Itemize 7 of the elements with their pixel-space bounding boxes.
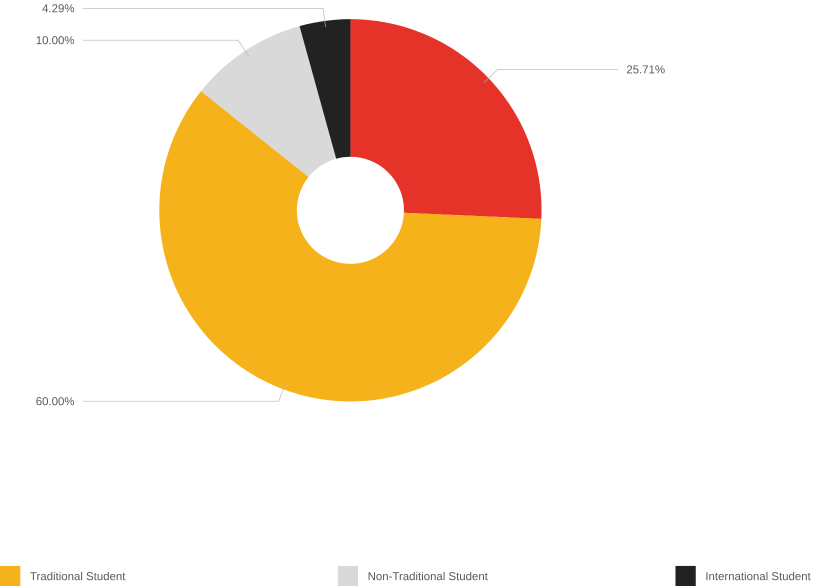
data-label: 4.29% <box>42 4 74 12</box>
data-label: 60.00% <box>36 397 74 406</box>
legend-label: International Student <box>706 572 811 580</box>
legend-label: Non-Traditional Student <box>368 572 488 580</box>
data-label: 25.71% <box>626 65 665 74</box>
legend-label: Traditional Student <box>30 572 126 580</box>
data-label: 10.00% <box>36 36 74 44</box>
